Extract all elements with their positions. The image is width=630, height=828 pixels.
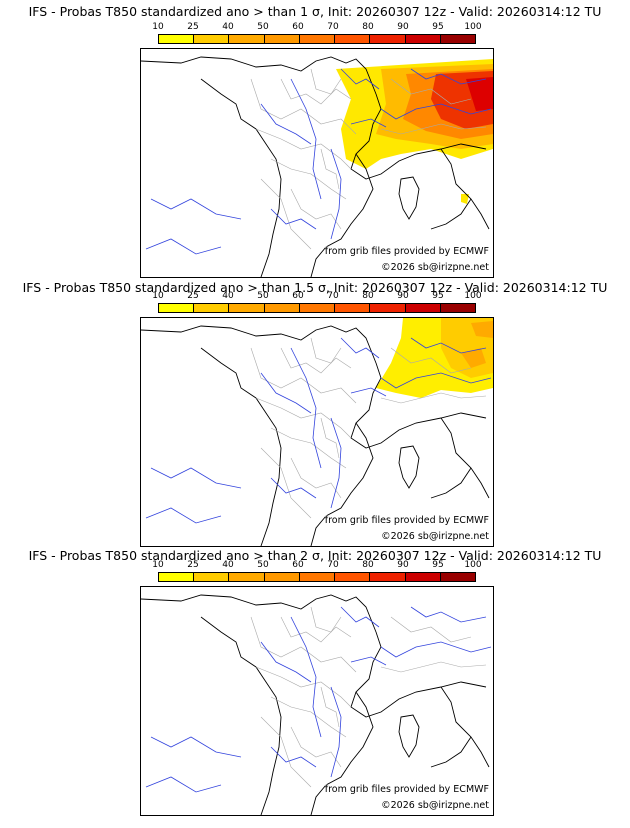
scale-label: 90 [397,22,409,32]
scale-label: 95 [432,291,444,301]
scale-bin [440,573,475,581]
panel-3-map: from grib files provided by ECMWF ©2026 … [140,586,494,816]
scale-label: 100 [464,22,482,32]
panel-1-color-scale [158,34,476,44]
scale-label: 70 [327,291,339,301]
scale-label: 40 [222,22,234,32]
panel-2-map-svg [141,318,493,546]
scale-label: 25 [187,560,199,570]
scale-bin [370,35,406,43]
scale-bin [159,573,195,581]
scale-label: 80 [362,560,374,570]
scale-label: 25 [187,291,199,301]
panel-2-map: from grib files provided by ECMWF ©2026 … [140,317,494,547]
scale-bin [405,304,441,312]
scale-label: 50 [257,22,269,32]
panel-3-map-svg [141,594,492,815]
scale-label: 90 [397,291,409,301]
scale-bin [194,573,230,581]
scale-label: 60 [292,560,304,570]
panel-1-map-svg [141,56,493,277]
scale-label: 25 [187,22,199,32]
panel-1-credit-copyright: ©2026 sb@irizpne.net [381,262,489,273]
panel-1-credit-source: from grib files provided by ECMWF [324,246,489,257]
scale-bin [229,35,265,43]
scale-label: 10 [152,22,164,32]
scale-label: 100 [464,291,482,301]
scale-bin [299,573,336,581]
scale-bin [159,304,195,312]
scale-label: 70 [327,560,339,570]
scale-label: 100 [464,560,482,570]
scale-bin [370,573,406,581]
scale-label: 80 [362,22,374,32]
panel-3-title: IFS - Probas T850 standardized ano > tha… [28,548,602,563]
scale-bin [335,573,371,581]
scale-label: 10 [152,560,164,570]
scale-bin [440,35,475,43]
scale-label: 40 [222,291,234,301]
panel-3-scale-labels: 10 25 40 50 60 70 80 90 95 100 [152,560,482,570]
scale-bin [299,304,336,312]
scale-bin [264,573,300,581]
scale-label: 95 [432,22,444,32]
scale-label: 50 [257,560,269,570]
scale-label: 60 [292,22,304,32]
panel-2-color-scale [158,303,476,313]
scale-bin [405,573,441,581]
scale-bin [194,35,230,43]
scale-label: 50 [257,291,269,301]
scale-bin [440,304,475,312]
panel-1-map: from grib files provided by ECMWF ©2026 … [140,48,494,278]
scale-label: 10 [152,291,164,301]
scale-bin [370,304,406,312]
scale-label: 60 [292,291,304,301]
panel-2-scale-labels: 10 25 40 50 60 70 80 90 95 100 [152,291,482,301]
scale-bin [229,573,265,581]
panel-2-credit-copyright: ©2026 sb@irizpne.net [381,531,489,542]
scale-label: 70 [327,22,339,32]
scale-bin [264,35,300,43]
scale-bin [264,304,300,312]
scale-label: 90 [397,560,409,570]
panel-3-credit-source: from grib files provided by ECMWF [324,784,489,795]
scale-bin [335,35,371,43]
scale-bin [299,35,336,43]
scale-bin [229,304,265,312]
panel-1-scale-labels: 10 25 40 50 60 70 80 90 95 100 [152,22,482,32]
panel-3-color-scale [158,572,476,582]
panel-1-probability-field [336,59,493,204]
scale-bin [159,35,195,43]
scale-label: 95 [432,560,444,570]
scale-label: 40 [222,560,234,570]
scale-bin [194,304,230,312]
panel-2-credit-source: from grib files provided by ECMWF [324,515,489,526]
panel-2-probability-field [376,318,493,398]
scale-label: 80 [362,291,374,301]
panel-3-credit-copyright: ©2026 sb@irizpne.net [381,800,489,811]
scale-bin [335,304,371,312]
panel-2-title: IFS - Probas T850 standardized ano > tha… [22,280,608,295]
scale-bin [405,35,441,43]
panel-1-title: IFS - Probas T850 standardized ano > tha… [28,4,602,19]
